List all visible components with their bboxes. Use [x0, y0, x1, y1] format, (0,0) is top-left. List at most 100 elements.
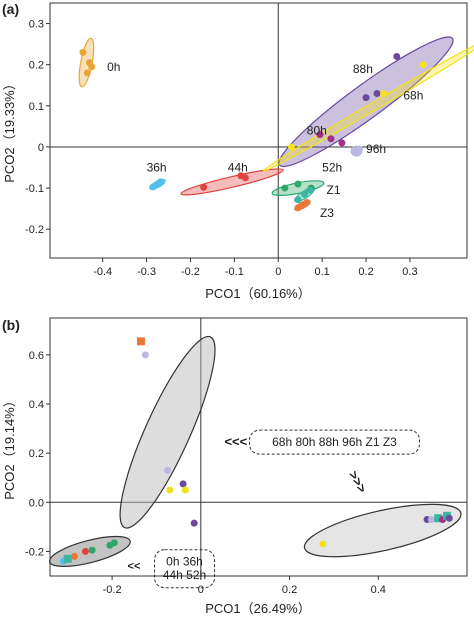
panel-b-plot-frame: [49, 317, 468, 577]
panel-b-ellipse-cluster-c: [303, 503, 462, 558]
panel-b-arrow-down: >>>: [346, 468, 371, 496]
panel-a-label-96h: 96h: [366, 142, 386, 156]
panel-b-annotation-line-1: 0h 36h: [166, 555, 203, 569]
panel-a-label-52h: 52h: [322, 161, 342, 175]
panel-a-x-tick-label: -0.3: [137, 266, 156, 278]
panel-a-ylabel: PCO2（19.33%）: [2, 77, 17, 183]
panel-a-y-tick-label: 0: [38, 142, 44, 154]
panel-b-point-cluster-c: [319, 540, 327, 548]
panel-b-point-cluster-b: [81, 547, 89, 555]
panel-b-y-tick-label: 0.0: [29, 497, 44, 509]
panel-a-label: (a): [2, 1, 19, 17]
panel-a-xlabel: PCO1（60.16%）: [205, 286, 311, 301]
panel-b-label: (b): [2, 317, 20, 333]
panel-b-point-cluster-b: [63, 554, 72, 563]
panel-b-point-cluster-b: [110, 539, 118, 547]
panel-a-label-36h: 36h: [147, 161, 167, 175]
panel-a-y-tick-label: 0.2: [29, 60, 44, 72]
panel-b-ellipses: [49, 335, 462, 567]
panel-b-point-cluster-a: [190, 519, 198, 527]
panel-a: (a) 0h 36h 44h 52h Z1 Z3 80h 88h 96h 68h -0.4 -0.3…: [2, 1, 474, 301]
panel-a-x-tick-label: 0.1: [314, 266, 329, 278]
panel-b-label-box-small: [154, 549, 216, 589]
panel-b-ticks: -0.2 0 0.2 0.4 -0.2 0.0 0.2 0.4 0.6: [25, 350, 386, 596]
panel-a-point-96h: [355, 145, 363, 153]
panel-b-arrow-small: <<: [128, 561, 141, 573]
panel-a-label-z1: Z1: [327, 183, 341, 197]
panel-a-point-68h: [419, 61, 427, 69]
panel-b-annotation-main: 68h 80h 88h 96h Z1 Z3: [272, 435, 397, 449]
panel-a-point-z1: [294, 196, 302, 204]
panel-b-annotation-line-2: 44h 52h: [163, 568, 206, 582]
panel-b-ylabel: PCO2（19.14%）: [2, 394, 17, 500]
panel-a-point-z1: [301, 190, 309, 198]
panel-a-ellipse-68h: [262, 39, 474, 172]
panel-a-group-labels: 0h 36h 44h 52h Z1 Z3 80h 88h 96h 68h: [107, 60, 423, 220]
panel-a-point-0h: [88, 63, 96, 71]
panel-b-point-cluster-c: [434, 514, 443, 523]
panel-a-point-44h: [241, 174, 249, 182]
panel-b-y-tick-label: 0.4: [29, 399, 44, 411]
panel-a-x-tick-label: -0.1: [225, 266, 244, 278]
panel-a-point-52h: [294, 180, 302, 188]
panel-a-ellipses: [78, 36, 474, 211]
panel-a-x-tick-label: 0.3: [402, 266, 417, 278]
panel-a-plot-frame: [49, 2, 468, 259]
panel-a-label-z3: Z3: [320, 206, 334, 220]
panel-a-point-z1: [306, 186, 314, 194]
panel-a-point-80h: [338, 139, 346, 147]
panel-a-point-88h: [373, 89, 381, 97]
panel-a-x-tick-label: 0: [275, 266, 281, 278]
panel-a-point-88h: [362, 94, 370, 102]
panel-b-y-tick-label: -0.2: [25, 546, 44, 558]
panel-b-x-tick-label: 0: [198, 584, 204, 596]
panel-a-label-0h: 0h: [107, 60, 120, 74]
panel-a-x-tick-label: -0.2: [181, 266, 200, 278]
panel-a-y-tick-label: -0.1: [25, 183, 44, 195]
panel-a-point-88h: [393, 52, 401, 60]
panel-a-points: [79, 48, 427, 212]
panel-b-y-tick-label: 0.2: [29, 448, 44, 460]
panel-a-y-tick-label: 0.3: [29, 19, 44, 31]
panel-b-point-cluster-c: [445, 514, 453, 522]
panel-a-point-68h: [287, 143, 295, 151]
panel-b-point-cluster-c: [428, 515, 436, 523]
panel-a-zero-lines: [50, 3, 467, 258]
panel-a-x-tick-label: -0.4: [93, 266, 112, 278]
panel-a-point-44h: [200, 183, 208, 191]
panel-a-ticks: -0.4 -0.3 -0.2 -0.1 0 0.1 0.2 0.3 -0.2 -0.1 0 0.1 0.…: [25, 19, 418, 278]
panel-a-x-tick-label: 0.2: [358, 266, 373, 278]
panel-a-point-68h: [380, 89, 388, 97]
panel-a-y-tick-label: -0.2: [25, 224, 44, 236]
panel-b-point-cluster-a: [166, 486, 174, 494]
panel-b-x-tick-label: -0.2: [103, 584, 122, 596]
panel-b-ellipse-cluster-a: [119, 335, 216, 529]
panel-b-y-tick-label: 0.6: [29, 350, 44, 362]
panel-a-point-z3: [303, 198, 311, 206]
panel-b-point-cluster-b: [88, 546, 96, 554]
panel-a-point-36h: [157, 178, 165, 186]
panel-a-point-52h: [281, 184, 289, 192]
panel-a-label-88h: 88h: [353, 62, 373, 76]
panel-b-point-cluster-a: [179, 480, 187, 488]
panel-a-label-80h: 80h: [307, 124, 327, 138]
panel-a-label-68h: 68h: [403, 89, 423, 103]
panel-a-y-tick-label: 0.1: [29, 101, 44, 113]
panel-b-point-cluster-a: [164, 466, 172, 474]
panel-a-point-0h: [79, 48, 87, 56]
panel-b-x-tick-label: 0.4: [371, 584, 386, 596]
panel-b: (b) 68h 80h 88h 96h Z1 Z3 <<< >>> 0h 36h44h…: [2, 317, 468, 616]
panel-a-point-0h: [83, 69, 91, 77]
panel-a-point-80h: [316, 131, 324, 139]
panel-b-points: [59, 337, 453, 565]
panel-b-point-cluster-a: [141, 351, 149, 359]
panel-b-xlabel: PCO1（26.49%）: [205, 601, 311, 616]
panel-a-label-44h: 44h: [228, 161, 248, 175]
panel-b-point-cluster-b: [70, 552, 78, 560]
panel-b-arrow-left: <<<: [224, 434, 247, 449]
panel-b-label-box-main: [248, 429, 420, 455]
panel-b-point-cluster-a: [136, 337, 145, 346]
panel-a-point-80h: [327, 135, 335, 143]
panel-b-x-tick-label: 0.2: [282, 584, 297, 596]
